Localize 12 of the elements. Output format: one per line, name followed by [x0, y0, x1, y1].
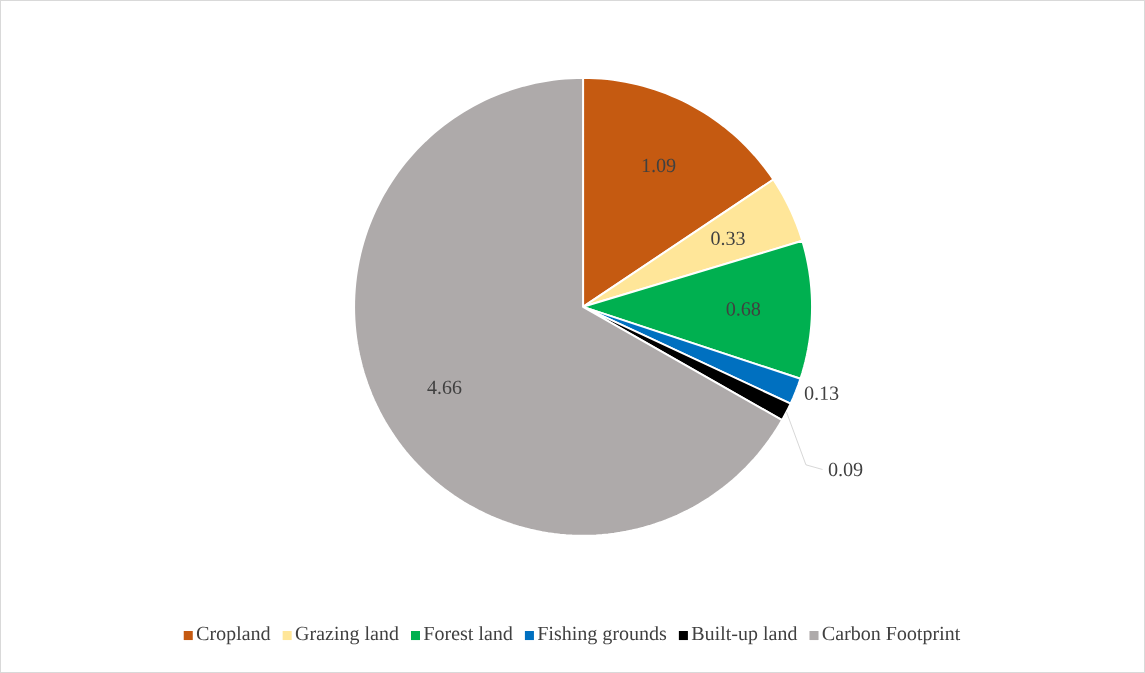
legend-label: Carbon Footprint	[822, 626, 961, 645]
data-label: 1.09	[642, 158, 676, 173]
legend-label: Fishing grounds	[537, 626, 667, 645]
legend-label: Built-up land	[691, 626, 798, 645]
data-label: 4.66	[427, 380, 462, 395]
data-label: 0.68	[726, 302, 761, 316]
legend-label: Cropland	[196, 626, 271, 645]
data-label: 0.33	[711, 231, 745, 246]
legend-label: Grazing land	[295, 626, 399, 645]
data-label: 0.09	[828, 462, 863, 477]
data-label: 0.13	[804, 386, 839, 401]
legend-label: Forest land	[423, 626, 513, 641]
